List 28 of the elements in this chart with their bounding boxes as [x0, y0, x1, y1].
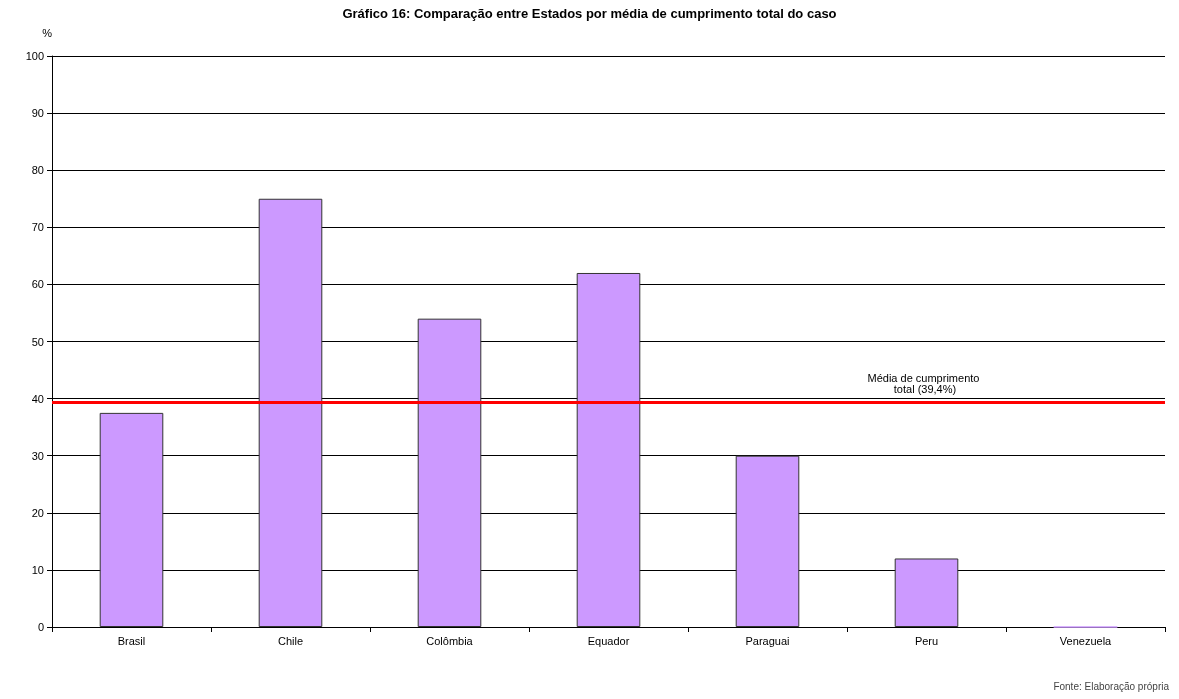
y-tick-label: 90 — [31, 107, 44, 120]
y-tick-label: 10 — [31, 563, 44, 576]
y-tick-label: 20 — [31, 506, 44, 519]
bar — [735, 455, 800, 627]
bar — [258, 198, 323, 627]
y-tick-label: 0 — [37, 621, 44, 633]
y-axis-title: % — [42, 26, 53, 39]
bar — [894, 558, 959, 627]
y-tick-label: 60 — [31, 278, 44, 291]
y-tick-label: 100 — [25, 50, 44, 62]
ref-line-label: Média de cumprimento total (39,4%) — [867, 371, 983, 395]
x-tick-label: Brasil — [117, 634, 146, 647]
source-note: Fonte: Elaboração própria — [1053, 680, 1170, 692]
chart-title: Gráfico 16: Comparação entre Estados por média de cumprimento total do caso — [342, 6, 837, 21]
y-tick-label: 70 — [31, 221, 44, 234]
x-tick-label: Venezuela — [1059, 634, 1113, 647]
y-tick-label: 50 — [31, 335, 44, 348]
x-tick-label: Peru — [914, 634, 939, 647]
x-tick-label: Chile — [277, 634, 304, 647]
bar — [417, 318, 482, 627]
x-tick-label: Colômbia — [426, 634, 474, 647]
y-tick-label: 30 — [31, 449, 44, 462]
bar — [99, 412, 164, 627]
x-tick-label: Equador — [587, 634, 630, 647]
bar — [576, 272, 641, 627]
x-tick-label: Paraguai — [745, 634, 790, 647]
y-tick-label: 40 — [31, 392, 44, 405]
y-tick-label: 80 — [31, 164, 44, 177]
